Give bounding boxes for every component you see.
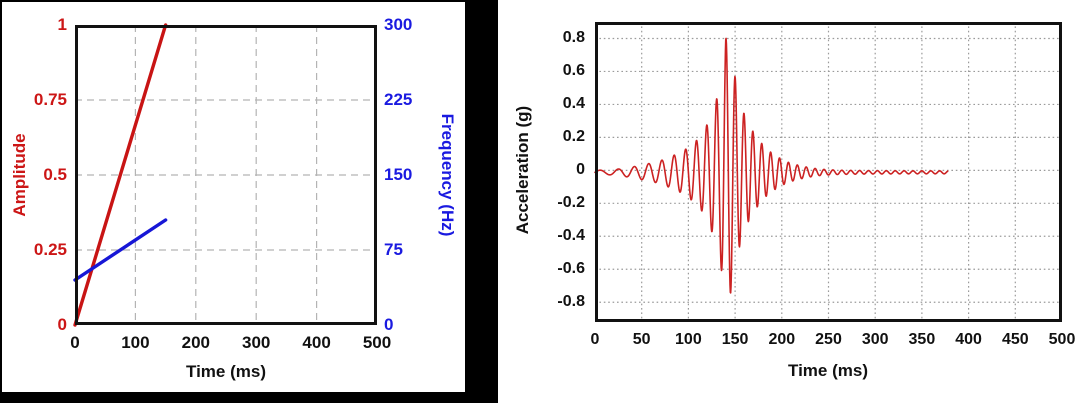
tick-label-x: 200: [768, 331, 796, 348]
tick-label-y: -0.8: [557, 293, 585, 311]
tick-label-y-right: 75: [384, 240, 403, 259]
tick-label-x: 400: [302, 333, 331, 352]
tick-label-y-left: 1: [57, 15, 67, 34]
tick-label-x: 450: [1001, 331, 1029, 348]
tick-label-y: -0.4: [557, 227, 585, 245]
tick-label-y: 0.4: [562, 95, 585, 113]
tick-label-x: 400: [955, 331, 982, 348]
tick-label-x: 500: [362, 333, 392, 352]
tick-label-x: 100: [121, 333, 150, 352]
tick-label-x: 100: [675, 331, 702, 348]
tick-label-x: 350: [908, 331, 936, 348]
tick-label-y-left: 0.5: [43, 165, 67, 184]
tick-label-x: 200: [181, 333, 210, 352]
tick-label-y-right: 0: [384, 315, 394, 334]
tick-label-x: 50: [632, 331, 651, 348]
tick-label-y: 0: [576, 161, 585, 179]
tick-label-x: 150: [721, 331, 749, 348]
tick-label-y-right: 225: [384, 90, 413, 109]
tick-label-y: 0.8: [562, 29, 585, 47]
tick-label-x: 300: [861, 331, 889, 348]
tick-label-y-right: 300: [384, 15, 413, 34]
acceleration-response-plot: [594, 22, 1062, 322]
figure-acceleration-response: Acceleration (g) Time (ms) 0.8 0.6 0.4 0.2 0…: [498, 0, 1086, 405]
tick-label-x: 250: [815, 331, 842, 348]
tick-label-y-left: 0.75: [33, 90, 67, 109]
tick-label-y-right: 150: [384, 165, 413, 184]
x-axis-label-time-right: Time (ms): [788, 361, 868, 380]
tick-label-x: 0: [590, 331, 600, 348]
sweep-profile-plot: [73, 23, 377, 327]
tick-label-y: 0.6: [562, 62, 585, 80]
x-axis-label-time-left: Time (ms): [186, 362, 266, 381]
tick-label-y: -0.2: [557, 194, 585, 212]
figure-sine-sweep-profile: Amplitude Frequency (Hz) Time (ms) 0 0.25…: [0, 0, 498, 403]
tick-label-x: 500: [1048, 331, 1076, 348]
tick-label-y: 0.2: [562, 128, 585, 146]
tick-label-x: 300: [242, 333, 271, 352]
tick-label-x: 0: [70, 333, 80, 352]
tick-label-y-left: 0.25: [33, 240, 67, 259]
tick-label-y: -0.6: [557, 260, 585, 278]
tick-label-y-left: 0: [57, 315, 67, 334]
